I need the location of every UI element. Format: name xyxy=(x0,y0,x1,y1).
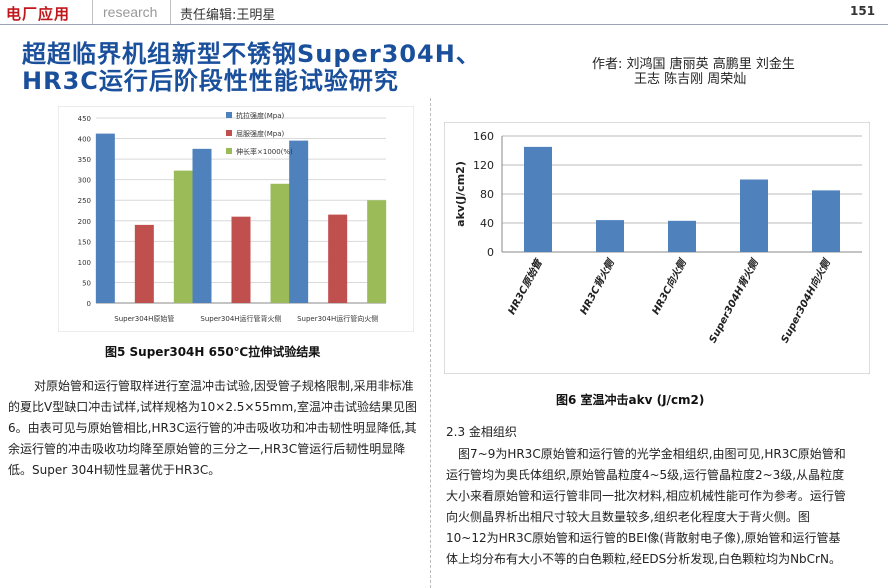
ytick-label-50: 50 xyxy=(82,279,91,287)
y-axis-title: akv(J/cm2) xyxy=(454,161,467,227)
figure5-caption: 图5 Super304H 650℃拉伸试验结果 xyxy=(105,345,321,359)
body-paragraph-left: 对原始管和运行管取样进行室温冲击试验,因受管子规格限制,采用非标准的夏比V型缺口… xyxy=(8,379,417,477)
bar-2-2 xyxy=(367,200,387,303)
ytick-label-400: 400 xyxy=(78,136,91,144)
figure5-chart: 0 50 100 150 200 250 300 350 400 450 Super304H原始管 S… xyxy=(58,106,414,332)
ytick-label-300: 300 xyxy=(78,177,91,185)
article-title-line1: 超超临界机组新型不锈钢Super304H、 xyxy=(22,40,481,68)
section-heading: 2.3 金相组织 xyxy=(446,425,517,439)
ytick-label-450: 450 xyxy=(78,115,91,123)
bar-0-0 xyxy=(95,133,115,303)
editor-credit: 责任编辑:王明星 xyxy=(180,8,276,23)
page-number: 151 xyxy=(850,4,876,18)
bar-1-1 xyxy=(231,216,251,303)
bar-0 xyxy=(524,146,552,252)
figure6-caption: 图6 室温冲击akv (J/cm2) xyxy=(556,393,705,407)
authors-line2: 王志 陈吉刚 周荣灿 xyxy=(634,72,747,87)
bar-2 xyxy=(668,220,696,252)
legend-label-2: 伸长率×1000(%) xyxy=(236,147,293,156)
ytick-label-350: 350 xyxy=(78,156,91,164)
bar-4 xyxy=(812,190,840,252)
header-rule xyxy=(0,24,888,25)
bar-2-1 xyxy=(328,214,348,303)
ytick-label-160: 160 xyxy=(473,130,494,143)
bar-1-0 xyxy=(192,148,212,303)
section-subtitle: research xyxy=(103,4,158,20)
body-paragraph-right: 图7~9为HR3C原始管和运行管的光学金相组织,由图可见,HR3C原始管和运行管… xyxy=(446,447,846,566)
xtick-label-1: Super304H运行管背火侧 xyxy=(200,314,281,323)
authors-line1: 作者: 刘鸿国 唐丽英 高鹏里 刘金生 xyxy=(592,57,795,72)
ytick-label-0: 0 xyxy=(87,300,91,308)
header-divider xyxy=(92,0,93,24)
ytick-label-250: 250 xyxy=(78,197,91,205)
chart6-frame xyxy=(444,122,870,374)
xtick-label-2: Super304H运行管向火侧 xyxy=(297,314,378,323)
header-divider-2 xyxy=(170,0,171,24)
legend-swatch-1 xyxy=(226,130,232,136)
column-divider xyxy=(430,98,431,588)
ytick-label-80: 80 xyxy=(480,188,494,201)
legend-label-1: 屈服强度(Mpa) xyxy=(236,129,285,138)
bar-0-2 xyxy=(173,170,193,303)
ytick-label-200: 200 xyxy=(78,218,91,226)
xtick-label-0: Super304H原始管 xyxy=(114,314,174,323)
legend-swatch-2 xyxy=(226,148,232,154)
ytick-label-120: 120 xyxy=(473,159,494,172)
bar-2-0 xyxy=(289,140,309,303)
bar-3 xyxy=(740,179,768,252)
legend-swatch-0 xyxy=(226,112,232,118)
bar-1 xyxy=(596,220,624,252)
ytick-label-150: 150 xyxy=(78,238,91,246)
bar-1-2 xyxy=(270,183,290,303)
ytick-label-0: 0 xyxy=(487,246,494,259)
author-list: 作者: 刘鸿国 唐丽英 高鹏里 刘金生 王志 陈吉刚 周荣灿 xyxy=(592,57,795,87)
ytick-label-100: 100 xyxy=(78,259,91,267)
bar-0-1 xyxy=(134,224,154,303)
article-title-line2: HR3C运行后阶段性性能试验研究 xyxy=(22,67,399,95)
legend-label-0: 抗拉强度(Mpa) xyxy=(236,111,285,120)
section-title: 电厂应用 xyxy=(6,5,71,23)
ytick-label-40: 40 xyxy=(480,217,494,230)
